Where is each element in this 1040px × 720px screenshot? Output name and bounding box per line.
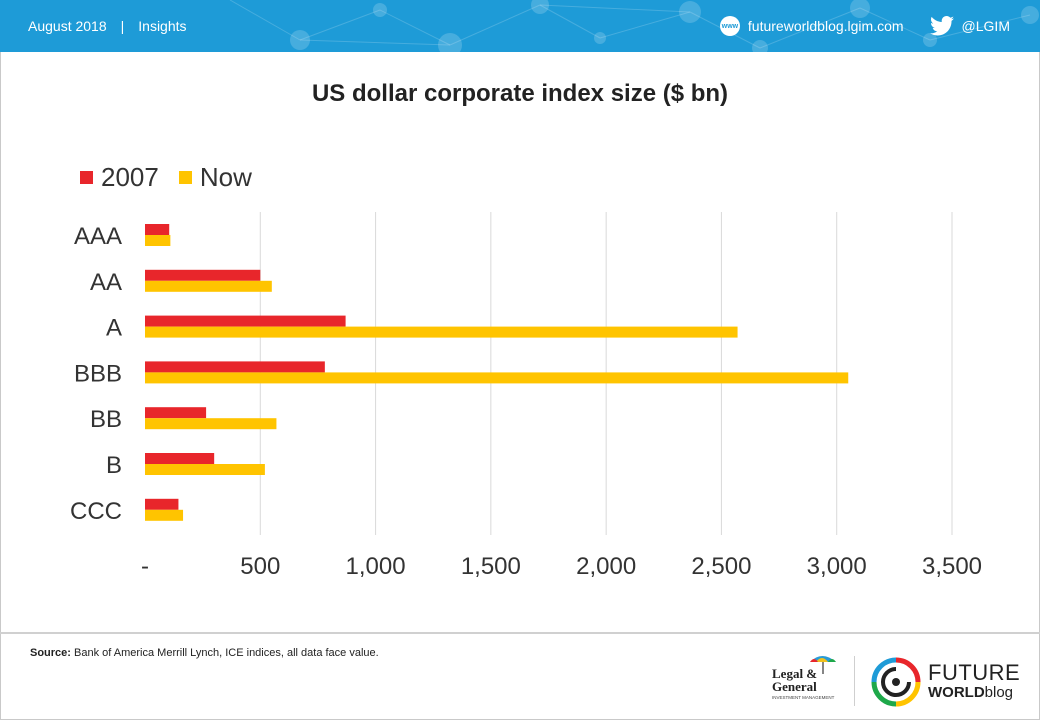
bar-now-bb [145,418,277,430]
x-tick-label-7: 3,500 [922,553,982,580]
bar-2007-aa [145,269,261,281]
y-category-label-a: A [106,315,122,342]
bar-now-aaa [145,235,171,246]
twitter-handle[interactable]: @LGIM [961,18,1010,34]
source-label: Source: [30,647,71,659]
y-category-label-ccc: CCC [70,498,122,525]
bar-now-bbb [145,372,849,384]
footer-divider [0,632,1040,634]
fw-logo-line1: FUTURE [928,660,1021,685]
legend-item-2007: 2007 [80,162,159,193]
bar-now-aa [145,280,272,292]
bar-2007-a [145,315,346,327]
bar-2007-bb [145,407,207,419]
x-tick-label-4: 2,000 [576,553,636,580]
source-note: Source: Bank of America Merrill Lynch, I… [30,647,379,659]
twitter-icon[interactable] [929,16,954,36]
bar-2007-ccc [145,498,179,510]
x-tick-label-0: - [141,553,149,580]
network-pattern [229,0,1039,52]
bar-now-b [145,464,265,475]
header-meta: August 2018 | Insights [28,18,187,34]
lg-logo-line2: General [772,679,817,694]
future-world-logo-text: FUTURE WORLDblog [928,662,1020,702]
bar-2007-aaa [145,224,170,235]
x-tick-label-3: 1,500 [461,553,521,580]
bar-now-ccc [145,509,184,521]
bar-2007-b [145,453,215,464]
legend-swatch-2007 [80,171,93,184]
fw-logo-blog: blog [984,684,1014,701]
lg-logo-line1: Legal & [772,666,817,681]
chart-legend: 2007 Now [80,162,272,193]
bar-2007-bbb [145,361,325,373]
logo-divider [854,656,855,706]
chart-title: US dollar corporate index size ($ bn) [311,80,729,107]
y-category-label-bb: BB [90,406,122,433]
y-category-label-aaa: AAA [74,223,122,250]
x-tick-label-6: 3,000 [807,553,867,580]
x-tick-label-1: 500 [240,553,280,580]
source-text: Bank of America Merrill Lynch, ICE indic… [70,647,379,659]
bar-chart: -500 1,000 1,500 2,000 2,500 3,000 3,500AAAAAA… [70,212,982,580]
x-tick-label-5: 2,500 [691,553,751,580]
legend-swatch-now [178,171,192,184]
y-category-label-bbb: BBB [74,360,122,387]
globe-www-icon: www [719,16,740,36]
header-links: www futureworldblog.lgim.com @LGIM [719,16,1010,36]
legal-general-logo: Legal & General INVESTMENT MANAGEMENT [772,656,836,700]
website-link[interactable]: futureworldblog.lgim.com [747,18,904,34]
header-section[interactable]: Insights [138,18,187,34]
bar-now-a [145,326,738,338]
legend-label-2007: 2007 [101,162,159,192]
y-category-label-aa: AA [90,269,122,296]
header-separator: | [120,18,125,34]
fw-logo-line2: WORLDblog [928,684,1020,702]
header-date: August 2018 [28,18,107,34]
lg-logo-line3: INVESTMENT MANAGEMENT [772,695,835,700]
x-tick-label-2: 1,000 [346,553,406,580]
legend-label-now: Now [199,162,252,192]
y-category-label-b: B [106,452,122,479]
future-world-logo-icon [871,657,921,707]
legend-item-now: Now [178,162,252,193]
header-bar: August 2018 | Insights www futureworldbl… [0,0,1040,52]
fw-logo-world: WORLD [928,684,985,701]
